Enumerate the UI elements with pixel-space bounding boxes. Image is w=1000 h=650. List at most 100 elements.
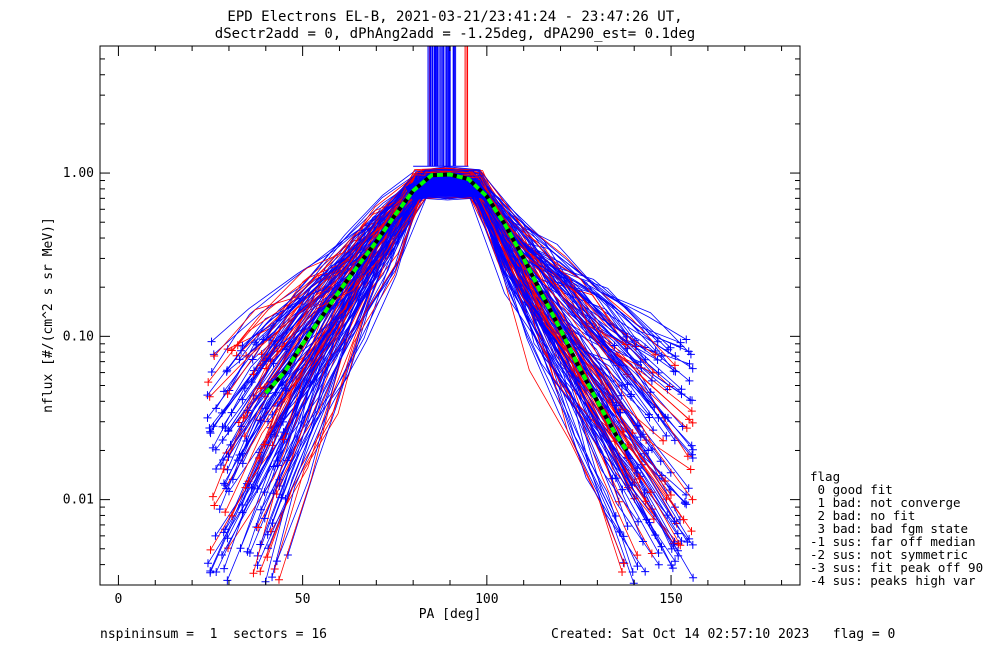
flux-point-marker <box>668 564 677 573</box>
flux-point-marker <box>622 332 631 341</box>
flux-point-marker <box>219 528 228 537</box>
flux-point-marker <box>688 450 697 459</box>
flux-point-marker <box>651 346 660 355</box>
flux-point-marker <box>619 558 628 567</box>
flux-curve <box>282 170 666 482</box>
flux-point-marker <box>662 431 671 440</box>
flux-point-marker <box>688 495 697 504</box>
flag-legend: flag 0 good fit 1 bad: not converge 2 ba… <box>810 470 983 587</box>
flux-point-marker <box>238 508 247 517</box>
flux-point-marker <box>610 437 619 446</box>
footer-info-right: Created: Sat Oct 14 02:57:10 2023 flag =… <box>551 627 896 642</box>
flux-point-marker <box>233 456 242 465</box>
y-axis-label: nflux [#/(cm^2 s sr MeV)] <box>41 217 56 413</box>
x-tick-label: 150 <box>659 592 682 607</box>
flux-point-marker <box>203 413 212 422</box>
flux-point-marker <box>633 562 642 571</box>
flux-point-marker <box>263 530 272 539</box>
flux-point-marker <box>238 395 247 404</box>
flux-point-marker <box>670 361 679 370</box>
flux-point-marker <box>238 449 247 458</box>
x-axis-label: PA [deg] <box>419 607 482 622</box>
flux-point-marker <box>203 559 212 568</box>
footer-info-left: nspininsum = 1 sectors = 16 <box>100 627 327 642</box>
x-axis: 0 50 100 150 <box>115 46 783 607</box>
flux-point-marker <box>221 508 230 517</box>
flux-point-marker <box>219 464 228 473</box>
flux-curve <box>271 196 647 578</box>
flux-point-marker <box>227 511 236 520</box>
flux-point-marker <box>223 345 232 354</box>
flux-point-marker <box>216 460 225 469</box>
flux-point-marker <box>282 386 291 395</box>
flux-point-marker <box>206 566 215 575</box>
flux-point-marker <box>633 468 642 477</box>
flux-point-marker <box>206 429 215 438</box>
flux-point-marker <box>688 418 697 427</box>
flux-point-marker <box>223 576 232 585</box>
flux-point-marker <box>641 567 650 576</box>
flux-point-marker <box>677 385 686 394</box>
flux-point-marker <box>212 567 221 576</box>
flux-point-marker <box>681 498 690 507</box>
flux-point-marker <box>618 485 627 494</box>
flux-curve <box>242 169 625 537</box>
flux-point-marker <box>212 464 221 473</box>
flux-point-marker <box>240 384 249 393</box>
flux-point-marker <box>221 424 230 433</box>
median-line <box>264 172 629 452</box>
flux-point-marker <box>224 544 233 553</box>
flux-point-marker <box>257 350 266 359</box>
flux-point-marker <box>219 479 228 488</box>
flux-point-marker <box>684 484 693 493</box>
flux-point-marker <box>206 545 215 554</box>
flux-point-marker <box>669 367 678 376</box>
flux-point-marker <box>243 547 252 556</box>
flux-point-marker <box>654 560 663 569</box>
flux-point-marker <box>633 551 642 560</box>
flux-point-marker <box>616 408 625 417</box>
flux-point-marker <box>657 542 666 551</box>
flux-point-marker <box>253 561 262 570</box>
flux-point-marker <box>687 407 696 416</box>
flux-curve <box>273 168 691 467</box>
flux-point-marker <box>248 355 257 364</box>
flux-point-marker <box>256 567 265 576</box>
flux-point-marker <box>651 350 660 359</box>
legend-entry: -1 sus: far off median <box>810 534 976 549</box>
flux-point-marker <box>210 501 219 510</box>
y-tick-label: 0.01 <box>63 493 94 508</box>
legend-entry: 3 bad: bad fgm state <box>810 521 969 536</box>
flux-point-marker <box>204 378 213 387</box>
vertical-spikes <box>413 46 469 167</box>
x-tick-label: 100 <box>475 592 498 607</box>
flux-curve <box>245 167 693 500</box>
flux-point-marker <box>671 557 680 566</box>
flux-point-marker <box>260 440 269 449</box>
flux-point-marker <box>686 350 695 359</box>
legend-entry: 2 bad: no fit <box>810 508 916 523</box>
flux-point-marker <box>685 534 694 543</box>
flux-point-marker <box>608 474 617 483</box>
flux-point-marker <box>647 549 656 558</box>
flux-point-marker <box>683 452 692 461</box>
flux-point-marker <box>221 480 230 489</box>
flux-point-marker <box>688 453 697 462</box>
flux-point-marker <box>260 514 269 523</box>
flux-point-marker <box>220 564 229 573</box>
x-tick-label: 0 <box>115 592 123 607</box>
flux-point-marker <box>219 455 228 464</box>
y-tick-label: 1.00 <box>63 166 94 181</box>
flux-point-marker <box>641 497 650 506</box>
legend-entry: -2 sus: not symmetric <box>810 547 969 562</box>
flux-point-marker <box>250 338 259 347</box>
flux-point-marker <box>685 376 694 385</box>
flux-point-marker <box>273 461 282 470</box>
flux-point-marker <box>610 341 619 350</box>
flux-point-marker <box>205 424 214 433</box>
legend-entry: -3 sus: fit peak off 90 <box>810 560 984 575</box>
flux-point-marker <box>269 359 278 368</box>
flux-point-marker <box>210 352 219 361</box>
flux-point-marker <box>268 410 277 419</box>
